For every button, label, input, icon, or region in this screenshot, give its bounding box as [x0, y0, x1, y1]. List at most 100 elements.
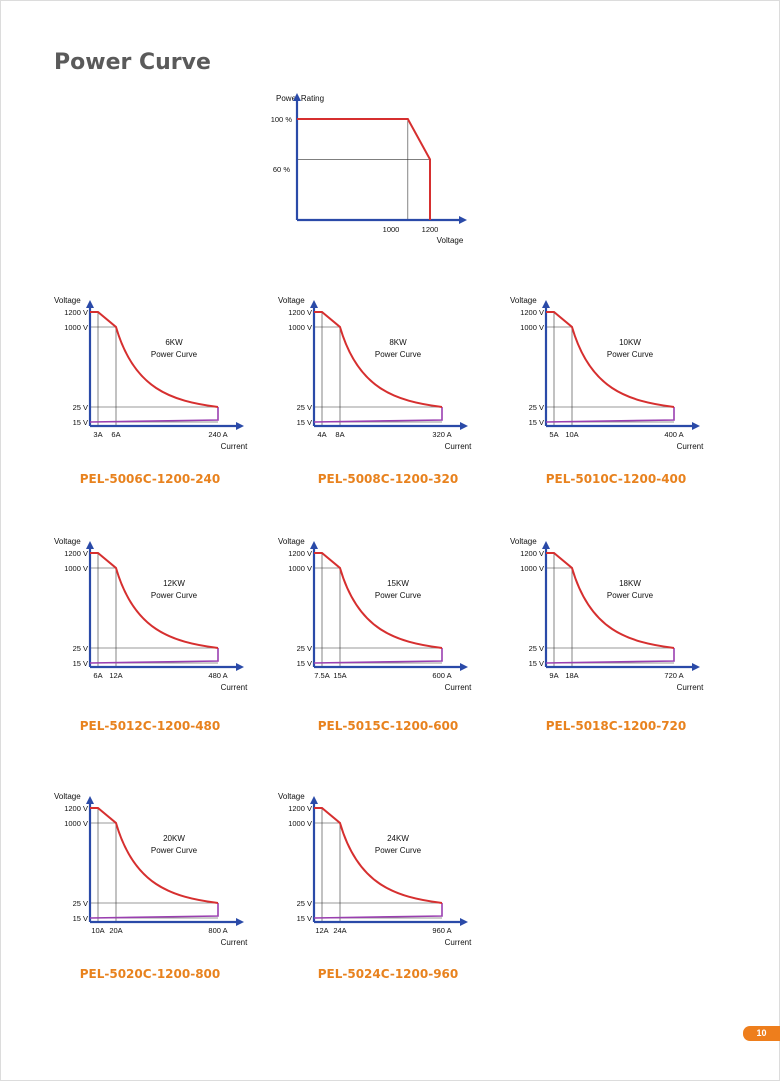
tick-label-1200v: 1200 V [64, 549, 88, 558]
y-axis-label: Voltage [278, 792, 305, 801]
low-voltage-line [89, 648, 219, 664]
model-name-pel-5010c: PEL-5010C-1200-400 [545, 472, 687, 486]
power-curve-caption: Power Curve [607, 350, 654, 359]
x-axis-arrow [692, 422, 700, 430]
x-axis-arrow [460, 918, 468, 926]
power-curve-caption: Power Curve [375, 846, 422, 855]
power-curve-chart-6kw: Voltage 1200 V 1000 V 25 V 15 V 3A 6A 240 A Curr… [54, 296, 248, 451]
tick-label-i-max: 720 A [664, 671, 683, 680]
y-axis-arrow [86, 796, 94, 804]
tick-label-15v: 15 V [297, 914, 312, 923]
tick-label-i-mid: 20A [109, 926, 122, 935]
tick-label-i-mid: 12A [109, 671, 122, 680]
tick-label-25v: 25 V [297, 899, 312, 908]
x-axis-arrow [692, 663, 700, 671]
power-curve-line [90, 807, 219, 904]
tick-label-i-max: 800 A [208, 926, 227, 935]
tick-label-1000v: 1000 V [288, 323, 312, 332]
model-name-pel-5020c: PEL-5020C-1200-800 [79, 967, 221, 981]
tick-label-25v: 25 V [73, 403, 88, 412]
power-curve-chart-8kw: Voltage 1200 V 1000 V 25 V 15 V 4A 8A 320 A Curr… [278, 296, 472, 451]
y-axis-arrow [310, 541, 318, 549]
y-axis-label: Voltage [510, 537, 537, 546]
power-curve-line [314, 807, 443, 904]
x-axis-arrow [236, 918, 244, 926]
tick-label-i-max: 320 A [432, 430, 451, 439]
tick-label-25v: 25 V [529, 644, 544, 653]
tick-label-1000v: 1000 V [288, 564, 312, 573]
y-axis-label: Voltage [510, 296, 537, 305]
y-axis-arrow [86, 300, 94, 308]
x-tick-label-1200: 1200 [422, 225, 439, 234]
tick-label-1000v: 1000 V [64, 323, 88, 332]
power-curve-chart-15kw: Voltage 1200 V 1000 V 25 V 15 V7.5A 15A 600 A C… [278, 537, 472, 692]
tick-label-i-low: 5A [549, 430, 558, 439]
power-curve-chart-12kw: Voltage 1200 V 1000 V 25 V 15 V 6A 12A 480 A Cur… [54, 537, 248, 692]
tick-label-i-max: 600 A [432, 671, 451, 680]
x-axis-arrow [236, 663, 244, 671]
tick-label-1200v: 1200 V [64, 804, 88, 813]
y-axis-label: Voltage [278, 537, 305, 546]
power-curve-caption: Power Curve [375, 350, 422, 359]
low-voltage-line [89, 407, 219, 423]
power-curve-chart-18kw: Voltage 1200 V 1000 V 25 V 15 V 9A 18A 720 A Cur… [510, 537, 704, 692]
tick-label-1200v: 1200 V [288, 308, 312, 317]
y-axis-arrow [86, 541, 94, 549]
x-axis-label: Current [677, 442, 704, 451]
x-axis-label: Current [445, 683, 472, 692]
model-name-pel-5015c: PEL-5015C-1200-600 [317, 719, 459, 733]
power-rating-label: 12KW [163, 579, 185, 588]
y-axis-label: Voltage [278, 296, 305, 305]
tick-label-i-max: 480 A [208, 671, 227, 680]
tick-label-15v: 15 V [73, 659, 88, 668]
y-axis-label: Voltage [54, 296, 81, 305]
power-rating-line [297, 118, 431, 220]
x-axis-label: Current [221, 938, 248, 947]
y-tick-label-60: 60 % [273, 165, 290, 174]
x-axis-arrow [236, 422, 244, 430]
low-voltage-line [545, 407, 675, 423]
power-curve-line [314, 552, 443, 649]
page-number-badge: 10 [743, 1026, 780, 1041]
power-curve-caption: Power Curve [607, 591, 654, 600]
tick-label-1200v: 1200 V [520, 549, 544, 558]
page-title: Power Curve [54, 50, 211, 75]
power-rating-label: 15KW [387, 579, 409, 588]
power-curve-caption: Power Curve [375, 591, 422, 600]
tick-label-15v: 15 V [73, 914, 88, 923]
tick-label-i-mid: 18A [565, 671, 578, 680]
y-axis-arrow [310, 796, 318, 804]
x-axis-arrow [460, 422, 468, 430]
tick-label-1200v: 1200 V [64, 308, 88, 317]
power-curve-line [90, 311, 219, 408]
model-name-pel-5018c: PEL-5018C-1200-720 [545, 719, 687, 733]
power-rating-label: 24KW [387, 834, 409, 843]
power-rating-label: 6KW [165, 338, 183, 347]
tick-label-i-low: 3A [93, 430, 102, 439]
low-voltage-line [89, 903, 219, 919]
model-name-pel-5012c: PEL-5012C-1200-480 [79, 719, 221, 733]
y-axis-label: Power Rating [276, 94, 324, 103]
tick-label-i-max: 400 A [664, 430, 683, 439]
tick-label-i-low: 6A [93, 671, 102, 680]
power-rating-label: 10KW [619, 338, 641, 347]
tick-label-i-max: 240 A [208, 430, 227, 439]
y-axis-arrow [310, 300, 318, 308]
tick-label-1200v: 1200 V [520, 308, 544, 317]
power-curve-chart-10kw: Voltage 1200 V 1000 V 25 V 15 V 5A 10A 400 A Cur… [510, 296, 704, 451]
tick-label-25v: 25 V [297, 403, 312, 412]
tick-label-1200v: 1200 V [288, 549, 312, 558]
tick-label-1000v: 1000 V [64, 819, 88, 828]
x-tick-label-1000: 1000 [383, 225, 400, 234]
tick-label-25v: 25 V [529, 403, 544, 412]
x-axis-label: Current [677, 683, 704, 692]
tick-label-25v: 25 V [73, 644, 88, 653]
power-curve-caption: Power Curve [151, 591, 198, 600]
y-axis-arrow [542, 541, 550, 549]
power-curve-line [546, 311, 675, 408]
x-axis-label: Current [445, 442, 472, 451]
x-axis-label: Current [221, 442, 248, 451]
tick-label-25v: 25 V [73, 899, 88, 908]
